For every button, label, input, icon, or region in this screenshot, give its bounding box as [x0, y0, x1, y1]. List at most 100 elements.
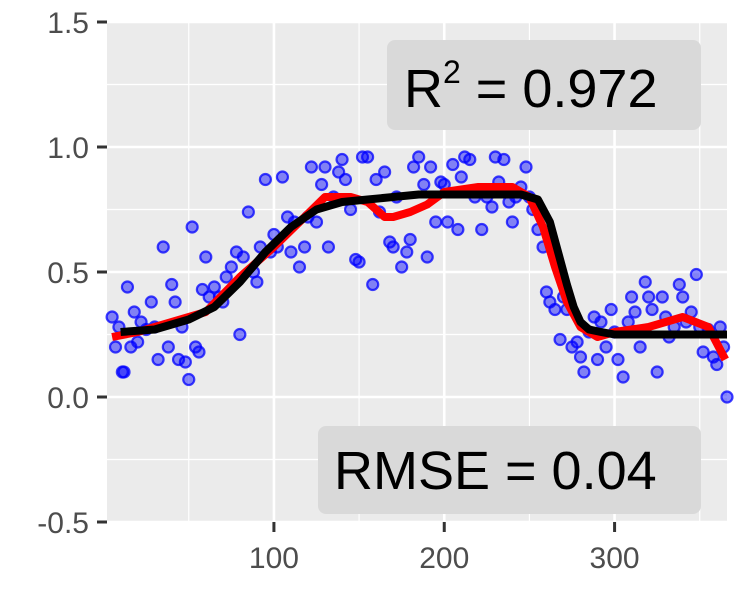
data-point [127, 305, 141, 319]
x-tick-label: 300 [590, 542, 640, 575]
data-point [105, 310, 119, 324]
data-point [258, 172, 273, 187]
data-point [689, 267, 703, 282]
data-point [369, 172, 383, 187]
r2-label-box [387, 40, 701, 130]
data-point [611, 352, 625, 367]
x-tick-label: 200 [419, 542, 469, 575]
data-point [650, 365, 664, 379]
data-point [297, 240, 312, 254]
y-axis: -0.5 0.0 0.5 1.0 1.5 [37, 7, 107, 540]
data-point [120, 280, 135, 294]
data-point [366, 277, 380, 292]
data-point [185, 220, 199, 234]
data-point [497, 152, 511, 167]
data-point [604, 302, 618, 317]
data-point [412, 150, 426, 164]
y-tick-label: 0.5 [47, 257, 89, 290]
data-point [570, 335, 584, 349]
y-tick-label: -0.5 [37, 507, 89, 540]
data-point [710, 357, 724, 372]
data-point [199, 250, 213, 264]
data-point [429, 215, 443, 229]
data-point [655, 290, 669, 304]
data-point [236, 250, 250, 264]
data-point [250, 275, 264, 289]
data-point [599, 340, 613, 354]
data-point [131, 335, 145, 349]
data-point [378, 165, 392, 179]
fit-line [120, 190, 727, 339]
r2-value: = 0.972 [461, 59, 658, 119]
data-point [676, 290, 690, 304]
data-point [304, 160, 318, 174]
data-point [485, 200, 499, 214]
data-point [224, 260, 238, 274]
data-point [386, 240, 400, 254]
data-point [642, 290, 656, 304]
series-lines [111, 183, 729, 362]
data-point [361, 150, 375, 164]
data-point [241, 205, 255, 219]
data-point [343, 202, 358, 217]
y-tick-label: 1.5 [47, 7, 89, 40]
data-point [292, 260, 307, 274]
data-point [171, 352, 186, 367]
data-point [672, 277, 686, 292]
data-point [400, 245, 414, 259]
data-point [178, 355, 192, 369]
data-point [638, 275, 652, 289]
data-point [424, 160, 438, 174]
data-point [403, 232, 417, 247]
data-point [165, 277, 179, 292]
r2-base: R [404, 59, 443, 119]
data-point [573, 350, 588, 364]
data-point [117, 365, 131, 379]
data-point [309, 215, 324, 229]
data-point [108, 340, 123, 354]
data-point [633, 340, 647, 354]
data-point [645, 302, 659, 317]
data-point [233, 327, 247, 342]
rmse-label: RMSE = 0.04 [334, 441, 657, 501]
data-point [577, 365, 591, 379]
data-point [151, 352, 165, 367]
data-point [616, 370, 630, 384]
data-point [519, 160, 533, 174]
y-tick-label: 1.0 [47, 132, 89, 165]
data-point [628, 305, 642, 319]
data-point [161, 340, 175, 354]
data-point [720, 390, 734, 404]
data-point [441, 215, 455, 229]
rmse-annotation: RMSE = 0.04 [318, 426, 701, 514]
data-point [553, 332, 567, 347]
x-axis: 100 200 300 [249, 522, 640, 575]
data-point [475, 222, 489, 237]
r2-superscript: 2 [443, 54, 461, 90]
data-point [696, 345, 710, 359]
r2-annotation: R2 = 0.972 [387, 40, 701, 130]
data-point [446, 157, 460, 172]
data-point [284, 245, 298, 259]
y-tick-label: 0.0 [47, 382, 89, 415]
x-tick-label: 100 [249, 542, 299, 575]
data-point [318, 160, 332, 174]
data-point [590, 352, 605, 367]
data-point [321, 240, 336, 254]
data-point [395, 260, 409, 274]
data-point [406, 160, 421, 174]
data-point [338, 172, 353, 187]
data-point [315, 177, 329, 192]
data-point [168, 295, 182, 309]
data-point [207, 280, 221, 294]
data-point [505, 215, 519, 229]
rmse-label-box [318, 426, 701, 514]
data-point [454, 170, 468, 184]
data-point [352, 255, 366, 269]
data-point [594, 315, 608, 329]
data-point [335, 152, 349, 167]
data-point [275, 170, 290, 184]
data-point [625, 290, 639, 304]
data-point [417, 177, 431, 192]
